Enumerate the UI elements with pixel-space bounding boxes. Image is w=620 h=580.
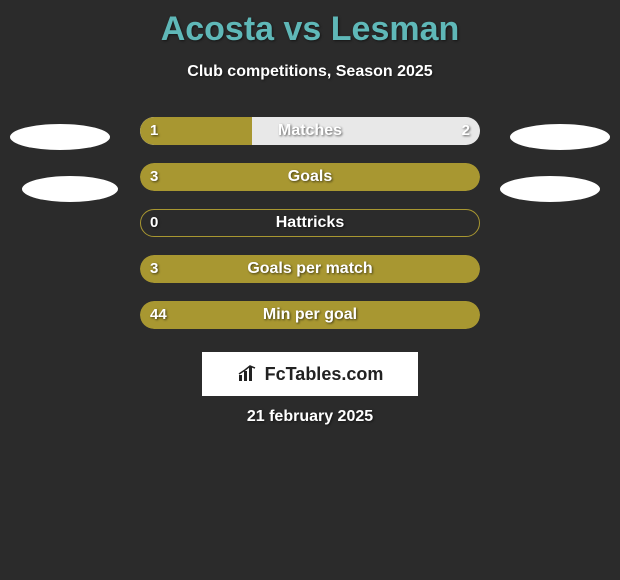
stat-row-gpm: 3 Goals per match [0,255,620,283]
logo-box[interactable]: FcTables.com [202,352,418,396]
stat-row-goals: 3 Goals [0,163,620,191]
comparison-title: Acosta vs Lesman [0,0,620,49]
chart-icon [237,365,259,383]
stats-container: 1 2 Matches 3 Goals 0 Hattricks 3 Goals … [0,117,620,329]
stat-row-hattricks: 0 Hattricks [0,209,620,237]
stat-label: Matches [140,117,480,145]
stat-label: Hattricks [140,209,480,237]
stat-row-matches: 1 2 Matches [0,117,620,145]
stat-label: Min per goal [140,301,480,329]
stat-label: Goals [140,163,480,191]
comparison-date: 21 february 2025 [0,408,620,426]
logo-text: FcTables.com [265,364,384,385]
comparison-subtitle: Club competitions, Season 2025 [0,63,620,81]
stat-row-mpg: 44 Min per goal [0,301,620,329]
stat-label: Goals per match [140,255,480,283]
